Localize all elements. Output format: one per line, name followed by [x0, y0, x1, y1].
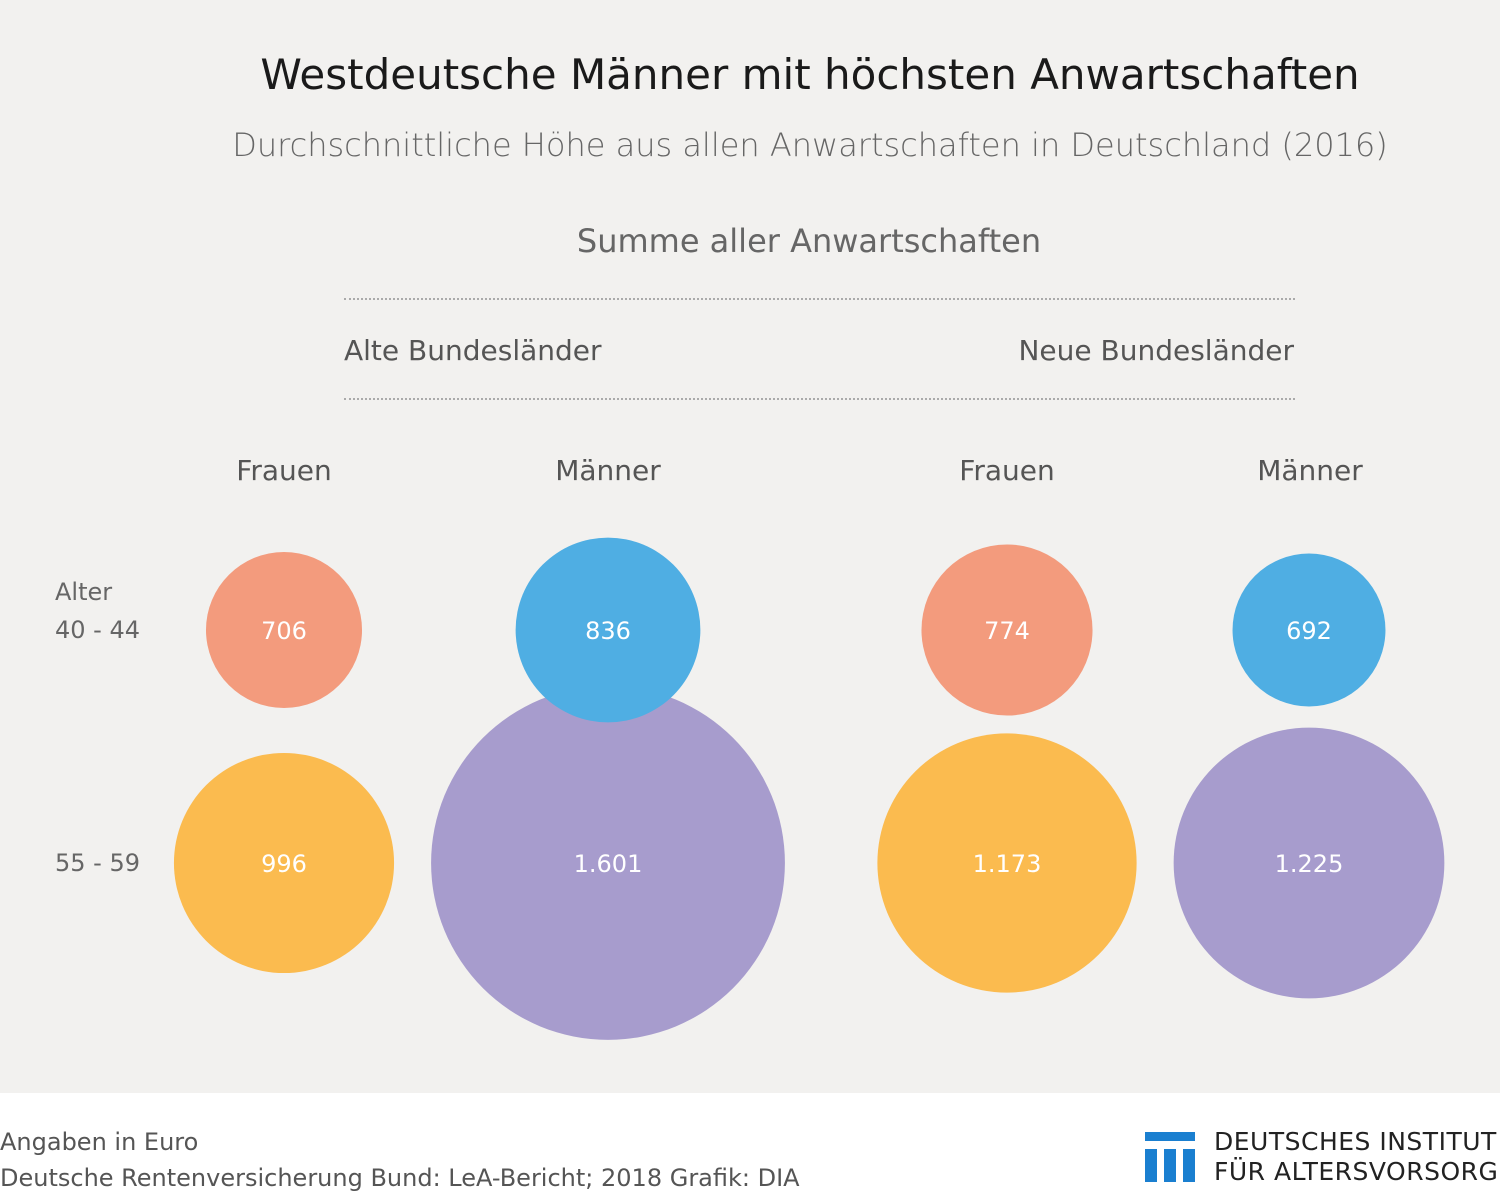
bubble [205, 551, 363, 709]
data-label: 774 [984, 617, 1030, 645]
bubble [431, 686, 785, 1040]
row-label: Alter [55, 578, 113, 606]
data-label: 1.601 [574, 850, 643, 878]
group-label: Männer [1257, 454, 1363, 487]
row-label: 55 - 59 [55, 849, 140, 877]
row-label: 40 - 44 [55, 616, 140, 644]
data-label: 692 [1286, 617, 1332, 645]
region-label-west: Alte Bundesländer [344, 334, 602, 367]
bubble [1173, 727, 1445, 999]
bubble-plot: 996 1.601 1.173 1.225 706 836 774 692 [173, 537, 1445, 1040]
bubble [921, 544, 1093, 716]
source-note: Deutsche Rentenversicherung Bund: LeA-Be… [0, 1164, 800, 1192]
data-label: 996 [261, 850, 307, 878]
divider [344, 298, 1295, 300]
group-label: Frauen [236, 454, 332, 487]
chart-title: Westdeutsche Männer mit höchsten Anwarts… [260, 50, 1360, 99]
data-label: 1.225 [1275, 850, 1344, 878]
group-label: Männer [555, 454, 661, 487]
logo-text: FÜR ALTERSVORSORGE [1214, 1157, 1500, 1186]
unit-note: Angaben in Euro [0, 1128, 199, 1156]
data-label: 836 [585, 617, 631, 645]
data-label: 1.173 [973, 850, 1042, 878]
bubble [1232, 553, 1386, 707]
divider [344, 398, 1295, 400]
group-label: Frauen [959, 454, 1055, 487]
chart-subtitle: Durchschnittliche Höhe aus allen Anwarts… [232, 126, 1388, 164]
bubble [515, 537, 701, 723]
section-title: Summe aller Anwartschaften [576, 222, 1042, 260]
data-label: 706 [261, 617, 307, 645]
logo-icon [1145, 1132, 1195, 1182]
region-label-east: Neue Bundesländer [1018, 334, 1294, 367]
bubble [173, 752, 395, 974]
logo-text: DEUTSCHES INSTITUT [1214, 1127, 1497, 1156]
bubble [877, 733, 1137, 993]
